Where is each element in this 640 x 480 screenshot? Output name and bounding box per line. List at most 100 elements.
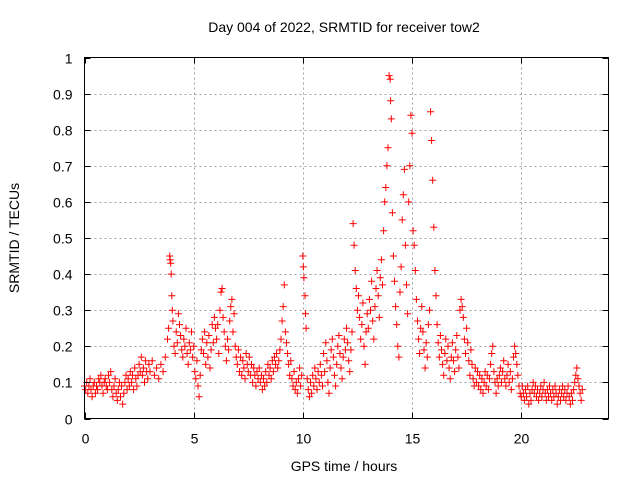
data-point	[548, 396, 556, 404]
data-point	[507, 386, 515, 394]
data-point	[387, 115, 395, 123]
data-point	[112, 389, 120, 397]
data-point	[332, 382, 340, 390]
data-point	[308, 389, 316, 397]
data-point	[305, 393, 313, 401]
data-point	[304, 386, 312, 394]
data-point	[242, 350, 250, 357]
data-point	[510, 353, 517, 361]
data-point	[251, 371, 259, 379]
x-tick-label: 10	[296, 431, 312, 447]
data-point	[275, 357, 283, 365]
data-point	[498, 378, 505, 386]
data-point	[538, 393, 546, 401]
data-point	[241, 375, 249, 383]
data-point	[520, 396, 528, 404]
data-point	[565, 393, 573, 401]
data-point	[486, 375, 493, 383]
data-point	[391, 277, 398, 285]
data-point	[186, 346, 194, 354]
data-point	[170, 342, 178, 350]
data-point	[121, 378, 129, 386]
data-point	[506, 368, 514, 376]
data-point	[220, 328, 228, 336]
data-point	[248, 360, 255, 368]
data-point	[460, 335, 468, 343]
data-point	[475, 382, 483, 390]
data-point	[389, 252, 397, 260]
data-point	[496, 364, 504, 372]
data-point	[472, 378, 480, 386]
data-point	[192, 375, 200, 383]
data-point	[229, 328, 237, 336]
data-point	[91, 389, 99, 397]
data-point	[183, 350, 191, 357]
data-point	[465, 357, 473, 365]
data-point	[204, 353, 212, 361]
data-point	[150, 371, 158, 379]
data-point	[424, 321, 432, 329]
data-point	[298, 371, 306, 379]
data-point	[268, 357, 276, 365]
data-point	[227, 303, 235, 311]
data-point	[109, 393, 117, 401]
data-point	[411, 267, 419, 274]
data-point	[108, 386, 116, 394]
data-point	[283, 339, 290, 347]
data-point	[397, 263, 405, 271]
data-point	[367, 306, 374, 314]
data-point	[244, 368, 252, 376]
data-point	[484, 386, 492, 394]
data-point	[348, 328, 356, 336]
data-point	[459, 313, 467, 321]
data-point	[135, 360, 143, 368]
data-point	[392, 303, 400, 311]
data-point	[145, 360, 153, 368]
data-point	[480, 378, 488, 386]
data-point	[144, 375, 152, 383]
data-point	[448, 339, 456, 347]
data-point	[453, 332, 461, 339]
data-point	[213, 335, 221, 343]
data-point	[503, 371, 511, 379]
data-point	[315, 378, 323, 386]
data-point	[447, 353, 455, 361]
data-point	[258, 386, 266, 394]
x-tick-label: 5	[191, 431, 199, 447]
data-point	[349, 220, 357, 228]
data-point	[368, 277, 376, 285]
data-point	[360, 342, 368, 350]
data-point	[320, 350, 328, 357]
data-point	[513, 360, 521, 368]
data-point	[438, 346, 445, 354]
data-point	[439, 360, 447, 368]
data-point	[226, 317, 234, 325]
y-tick-label: 0.3	[53, 303, 73, 319]
data-point	[253, 368, 261, 376]
data-point	[500, 357, 508, 365]
data-point	[210, 313, 218, 321]
data-point	[218, 285, 226, 292]
data-point	[410, 241, 418, 249]
data-point	[561, 386, 569, 394]
data-point	[299, 263, 307, 271]
data-point	[347, 346, 355, 354]
data-point	[446, 375, 454, 383]
data-point	[377, 256, 385, 264]
data-point	[312, 375, 320, 383]
data-point	[178, 346, 186, 354]
data-point	[216, 306, 224, 314]
data-point	[374, 292, 382, 300]
data-point	[436, 332, 444, 339]
data-point	[171, 350, 179, 357]
data-point	[440, 371, 448, 379]
data-point	[570, 386, 578, 394]
data-point	[278, 317, 286, 325]
data-point	[363, 310, 371, 318]
data-point	[155, 375, 163, 383]
data-point	[131, 364, 139, 372]
data-point	[217, 288, 225, 296]
data-point	[491, 378, 499, 386]
data-point	[191, 368, 199, 376]
data-point	[168, 292, 176, 300]
